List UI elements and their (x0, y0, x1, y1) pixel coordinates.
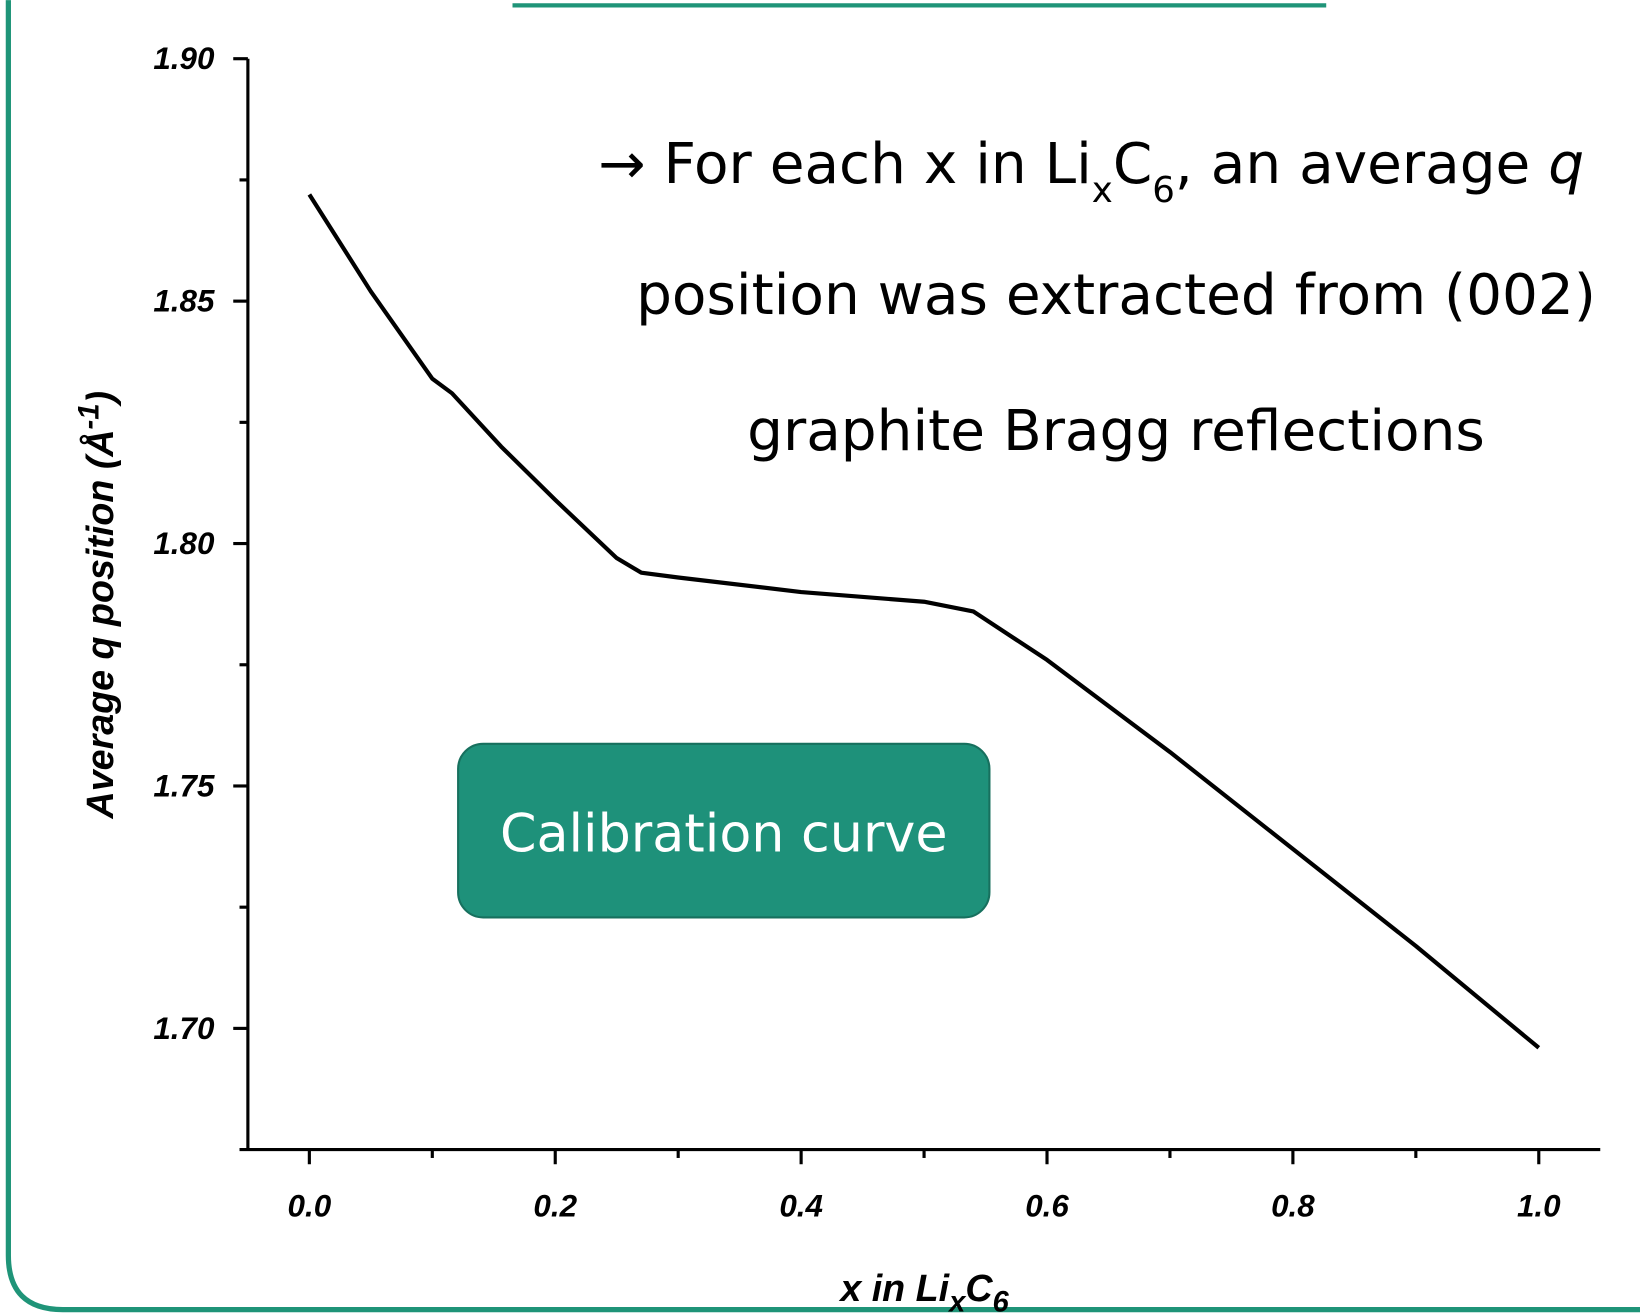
x-tick-label: 0.2 (533, 1189, 577, 1224)
y-tick-label: 1.80 (153, 526, 215, 561)
x-tick-label: 0.4 (779, 1189, 823, 1224)
annotation: position was extracted from (002) (636, 263, 1596, 328)
x-tick-label: 0.6 (1025, 1189, 1069, 1224)
annotation: graphite Bragg reflections (747, 399, 1485, 464)
annotation: → For each x in LixC6, an average q (598, 132, 1584, 211)
label-part: Average q position (Å (79, 429, 121, 819)
y-tick-label: 1.85 (153, 284, 215, 319)
y-tick-label: 1.90 (153, 41, 215, 76)
y-tick-label: 1.70 (153, 1011, 215, 1046)
label-sub: 6 (993, 1286, 1010, 1315)
label-part: C (965, 1267, 993, 1309)
label-sup: -1 (72, 403, 105, 429)
x-tick-label: 1.0 (1517, 1189, 1561, 1224)
x-axis-label: x in LixC6 (838, 1267, 1009, 1315)
x-tick-label: 0.8 (1271, 1189, 1315, 1224)
annotation-sub: x (1092, 170, 1113, 211)
annotation-text: → For each x in Li (598, 132, 1092, 197)
label-part: ) (79, 391, 121, 408)
annotation-text: q (1548, 132, 1584, 197)
x-tick-label: 0.0 (288, 1189, 332, 1224)
annotation-sub: 6 (1152, 170, 1175, 211)
callout-label: Calibration curve (500, 804, 948, 865)
annotation-text: C (1113, 132, 1152, 197)
label-part: x in Li (838, 1267, 950, 1309)
label-sub: x (947, 1286, 967, 1315)
data-line (307, 193, 1541, 1050)
y-axis-label: Average q position (Å-1) (72, 391, 121, 820)
y-tick-label: 1.75 (153, 768, 215, 803)
slide-border (5, 0, 1640, 1313)
callout-box (457, 742, 991, 919)
annotation-text: , an average (1175, 132, 1548, 197)
